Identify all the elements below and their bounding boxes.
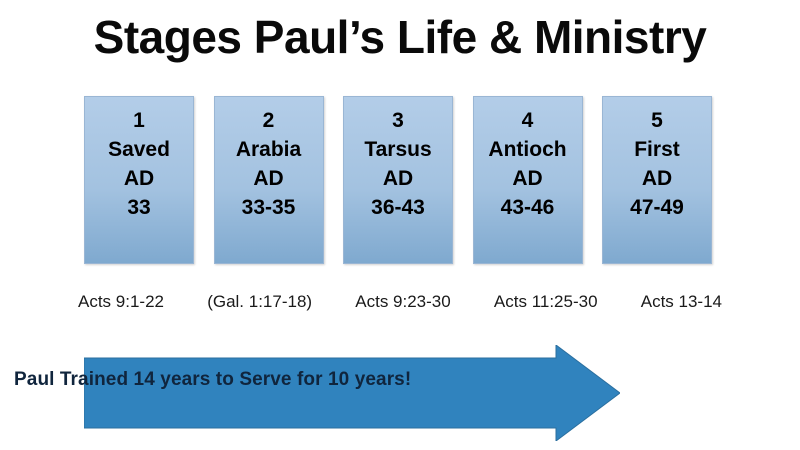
stage-number: 1: [133, 109, 145, 132]
stage-years: 36-43: [371, 195, 425, 219]
stage-years: 43-46: [500, 195, 555, 219]
stage-number: 4: [521, 109, 534, 132]
scripture-reference-1: Acts 9:1-22: [78, 292, 164, 311]
stage-era: AD: [123, 166, 155, 190]
stage-number: 3: [392, 109, 404, 132]
stage-box-2: 2 Arabia AD 33-35: [213, 96, 324, 264]
stage-box-1: 1 Saved AD 33: [84, 96, 194, 264]
scripture-reference-2: (Gal. 1:17-18): [207, 292, 313, 311]
stage-era: AD: [382, 166, 414, 190]
scripture-reference-4: Acts 11:25-30: [493, 292, 598, 311]
page-title: Stages Paul’s Life & Ministry: [93, 11, 707, 63]
stage-years: 47-49: [630, 195, 684, 219]
stage-place: Antioch: [488, 137, 567, 161]
stage-box-5: 5 First AD 47-49: [602, 96, 712, 264]
stage-place: Arabia: [235, 137, 302, 161]
stage-era: AD: [641, 166, 673, 190]
stage-place: Saved: [108, 137, 170, 161]
summary-arrow-banner: [84, 345, 620, 441]
scripture-reference-5: Acts 13-14: [640, 292, 722, 311]
scripture-references-row: Acts 9:1-22 (Gal. 1:17-18) Acts 9:23-30 …: [78, 290, 722, 314]
stage-years: 33: [127, 195, 151, 219]
stage-era: AD: [253, 166, 284, 190]
stages-row: 1 Saved AD 33 2 Arabia AD 33-35 3 Tarsus…: [84, 96, 712, 264]
stage-box-3: 3 Tarsus AD 36-43: [343, 96, 453, 264]
right-arrow-icon: [84, 345, 620, 441]
stage-number: 5: [651, 109, 663, 132]
stage-place: Tarsus: [364, 137, 432, 161]
stage-era: AD: [512, 166, 543, 190]
stage-years: 33-35: [241, 195, 296, 219]
stage-number: 2: [262, 109, 275, 132]
stage-box-4: 4 Antioch AD 43-46: [472, 96, 583, 264]
stage-place: First: [634, 137, 680, 161]
scripture-reference-3: Acts 9:23-30: [355, 292, 451, 311]
